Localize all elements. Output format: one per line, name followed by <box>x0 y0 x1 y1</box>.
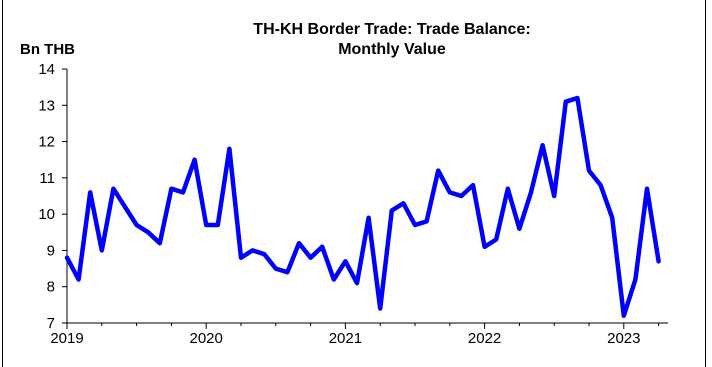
data-point <box>391 210 392 211</box>
x-tick-label: 2022 <box>468 330 501 347</box>
data-point <box>322 246 323 247</box>
data-point <box>310 257 311 258</box>
chart-title-line2: Monthly Value <box>338 41 446 58</box>
data-point <box>333 279 334 280</box>
data-point <box>148 232 149 233</box>
data-point <box>415 225 416 226</box>
data-point <box>368 217 369 218</box>
y-tick-label: 11 <box>39 170 55 187</box>
data-point <box>438 170 439 171</box>
data-point <box>345 261 346 262</box>
x-tick-label: 2021 <box>329 330 362 347</box>
chart-title-line1: TH-KH Border Trade: Trade Balance: <box>253 21 530 38</box>
x-ticks-group: 2019 2020 2021 2022 2023 <box>50 323 660 347</box>
data-point <box>287 272 288 273</box>
data-point <box>275 268 276 269</box>
data-point <box>577 98 578 99</box>
data-point <box>473 185 474 186</box>
data-point <box>484 246 485 247</box>
data-point <box>554 196 555 197</box>
data-point <box>101 250 102 251</box>
data-point <box>90 192 91 193</box>
data-point <box>357 283 358 284</box>
data-point <box>496 239 497 240</box>
y-axis-unit-label: Bn THB <box>20 41 75 58</box>
data-point <box>623 315 624 316</box>
y-tick-label: 9 <box>47 242 55 259</box>
data-point <box>183 192 184 193</box>
data-point <box>229 148 230 149</box>
data-point <box>612 217 613 218</box>
data-point <box>600 185 601 186</box>
data-point <box>647 188 648 189</box>
data-point <box>217 225 218 226</box>
y-tick-label: 14 <box>38 61 55 78</box>
data-point <box>635 279 636 280</box>
data-point <box>426 221 427 222</box>
y-tick-label: 13 <box>38 97 55 114</box>
data-point <box>299 243 300 244</box>
data-point <box>658 261 659 262</box>
y-tick-label: 8 <box>47 279 55 296</box>
data-point <box>565 101 566 102</box>
data-point <box>380 308 381 309</box>
data-point <box>589 170 590 171</box>
data-point <box>252 250 253 251</box>
data-point <box>194 159 195 160</box>
y-tick-label: 10 <box>38 206 55 223</box>
frame-right-border <box>705 0 706 367</box>
data-point <box>507 188 508 189</box>
data-point <box>113 188 114 189</box>
data-point <box>519 228 520 229</box>
series-line <box>64 95 661 318</box>
data-point <box>206 225 207 226</box>
data-point <box>136 225 137 226</box>
data-point <box>449 192 450 193</box>
data-point <box>125 206 126 207</box>
x-tick-label: 2020 <box>190 330 223 347</box>
data-point <box>78 279 79 280</box>
data-point <box>531 192 532 193</box>
x-tick-label: 2023 <box>607 330 640 347</box>
series-group <box>64 95 661 318</box>
y-tick-label: 7 <box>47 315 55 332</box>
data-point <box>403 203 404 204</box>
y-tick-label: 12 <box>38 134 55 151</box>
data-point <box>159 243 160 244</box>
x-tick-label: 2019 <box>50 330 83 347</box>
data-point <box>542 145 543 146</box>
data-point <box>461 196 462 197</box>
data-point <box>264 254 265 255</box>
data-point <box>67 257 68 258</box>
frame-left-border <box>2 0 3 367</box>
y-ticks-group: 7 8 9 10 11 12 13 14 <box>38 61 67 332</box>
data-point <box>241 257 242 258</box>
data-point <box>171 188 172 189</box>
